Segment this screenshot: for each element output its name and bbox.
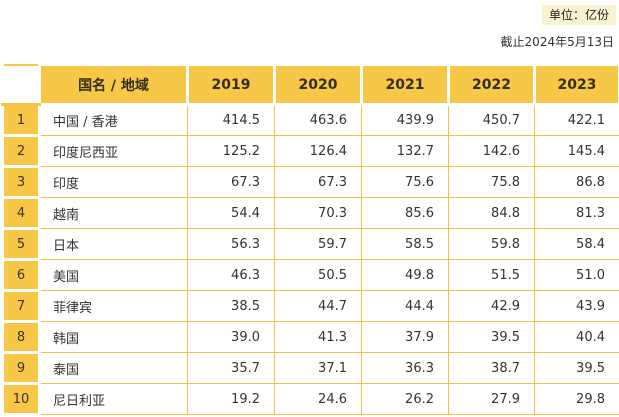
row-country: 美国 <box>39 259 188 291</box>
column-header-year: 2019 <box>186 63 276 106</box>
row-value: 40.4 <box>534 321 619 353</box>
row-value: 39.5 <box>534 352 619 384</box>
table-row: 1 中国 / 香港 414.5 463.6 439.9 450.7 422.1 <box>1 103 619 137</box>
row-rank: 8 <box>1 320 41 354</box>
row-value: 51.0 <box>534 259 619 291</box>
row-value: 35.7 <box>187 352 275 384</box>
table-row: 2 印度尼西亚 125.2 126.4 132.7 142.6 145.4 <box>1 134 619 168</box>
row-country: 印度尼西亚 <box>39 135 188 167</box>
table-row: 10 尼日利亚 19.2 24.6 26.2 27.9 29.8 <box>1 382 619 416</box>
row-value: 84.8 <box>448 197 535 229</box>
column-header-year: 2023 <box>533 63 619 106</box>
row-value: 86.8 <box>534 166 619 198</box>
row-value: 125.2 <box>187 135 275 167</box>
as-of-date: 截止2024年5月13日 <box>500 35 614 49</box>
table-row: 6 美国 46.3 50.5 49.8 51.5 51.0 <box>1 258 619 292</box>
row-value: 29.8 <box>534 383 619 415</box>
row-value: 39.5 <box>448 321 535 353</box>
row-value: 145.4 <box>534 135 619 167</box>
row-value: 50.5 <box>274 259 362 291</box>
row-value: 59.7 <box>274 228 362 260</box>
header-row: 国名 / 地域 2019 2020 2021 2022 2023 <box>1 63 619 106</box>
row-value: 58.4 <box>534 228 619 260</box>
row-value: 38.7 <box>448 352 535 384</box>
corner-cell <box>1 63 41 106</box>
table-row: 4 越南 54.4 70.3 85.6 84.8 81.3 <box>1 196 619 230</box>
row-value: 414.5 <box>187 104 275 136</box>
country-ranking-table: 国名 / 地域 2019 2020 2021 2022 2023 1 中国 / 香… <box>1 63 619 416</box>
unit-badge: 单位：亿份 <box>541 5 616 25</box>
row-value: 67.3 <box>187 166 275 198</box>
column-header-year: 2021 <box>360 63 450 106</box>
row-value: 422.1 <box>534 104 619 136</box>
row-value: 70.3 <box>274 197 362 229</box>
row-value: 41.3 <box>274 321 362 353</box>
row-value: 49.8 <box>361 259 449 291</box>
row-rank: 5 <box>1 227 41 261</box>
row-rank: 10 <box>1 382 41 416</box>
row-value: 75.8 <box>448 166 535 198</box>
row-value: 38.5 <box>187 290 275 322</box>
row-country: 中国 / 香港 <box>39 104 188 136</box>
row-rank: 2 <box>1 134 41 168</box>
row-value: 85.6 <box>361 197 449 229</box>
row-country: 菲律宾 <box>39 290 188 322</box>
row-rank: 6 <box>1 258 41 292</box>
row-rank: 9 <box>1 351 41 385</box>
row-value: 132.7 <box>361 135 449 167</box>
row-value: 46.3 <box>187 259 275 291</box>
row-value: 463.6 <box>274 104 362 136</box>
row-value: 44.4 <box>361 290 449 322</box>
table-body: 1 中国 / 香港 414.5 463.6 439.9 450.7 422.1 2 印度尼西亚 1… <box>1 103 619 416</box>
row-value: 58.5 <box>361 228 449 260</box>
row-country: 日本 <box>39 228 188 260</box>
row-country: 泰国 <box>39 352 188 384</box>
row-value: 439.9 <box>361 104 449 136</box>
meta-header: 单位：亿份 截止2024年5月13日 <box>0 0 619 50</box>
row-value: 27.9 <box>448 383 535 415</box>
column-header-country: 国名 / 地域 <box>38 63 189 106</box>
row-value: 44.7 <box>274 290 362 322</box>
table-row: 8 韩国 39.0 41.3 37.9 39.5 40.4 <box>1 320 619 354</box>
row-value: 67.3 <box>274 166 362 198</box>
row-value: 43.9 <box>534 290 619 322</box>
row-value: 37.1 <box>274 352 362 384</box>
column-header-year: 2020 <box>273 63 363 106</box>
column-header-year: 2022 <box>447 63 536 106</box>
row-rank: 3 <box>1 165 41 199</box>
row-country: 越南 <box>39 197 188 229</box>
table-row: 3 印度 67.3 67.3 75.6 75.8 86.8 <box>1 165 619 199</box>
row-value: 142.6 <box>448 135 535 167</box>
row-value: 450.7 <box>448 104 535 136</box>
row-rank: 4 <box>1 196 41 230</box>
row-value: 51.5 <box>448 259 535 291</box>
row-value: 56.3 <box>187 228 275 260</box>
row-country: 尼日利亚 <box>39 383 188 415</box>
row-value: 59.8 <box>448 228 535 260</box>
row-rank: 1 <box>1 103 41 137</box>
row-value: 37.9 <box>361 321 449 353</box>
row-value: 19.2 <box>187 383 275 415</box>
row-value: 42.9 <box>448 290 535 322</box>
row-value: 26.2 <box>361 383 449 415</box>
row-value: 54.4 <box>187 197 275 229</box>
row-value: 24.6 <box>274 383 362 415</box>
table-row: 9 泰国 35.7 37.1 36.3 38.7 39.5 <box>1 351 619 385</box>
table-row: 7 菲律宾 38.5 44.7 44.4 42.9 43.9 <box>1 289 619 323</box>
row-country: 韩国 <box>39 321 188 353</box>
row-value: 39.0 <box>187 321 275 353</box>
row-rank: 7 <box>1 289 41 323</box>
row-value: 75.6 <box>361 166 449 198</box>
row-value: 36.3 <box>361 352 449 384</box>
row-value: 126.4 <box>274 135 362 167</box>
row-value: 81.3 <box>534 197 619 229</box>
table-row: 5 日本 56.3 59.7 58.5 59.8 58.4 <box>1 227 619 261</box>
row-country: 印度 <box>39 166 188 198</box>
table-header: 国名 / 地域 2019 2020 2021 2022 2023 <box>1 63 619 106</box>
